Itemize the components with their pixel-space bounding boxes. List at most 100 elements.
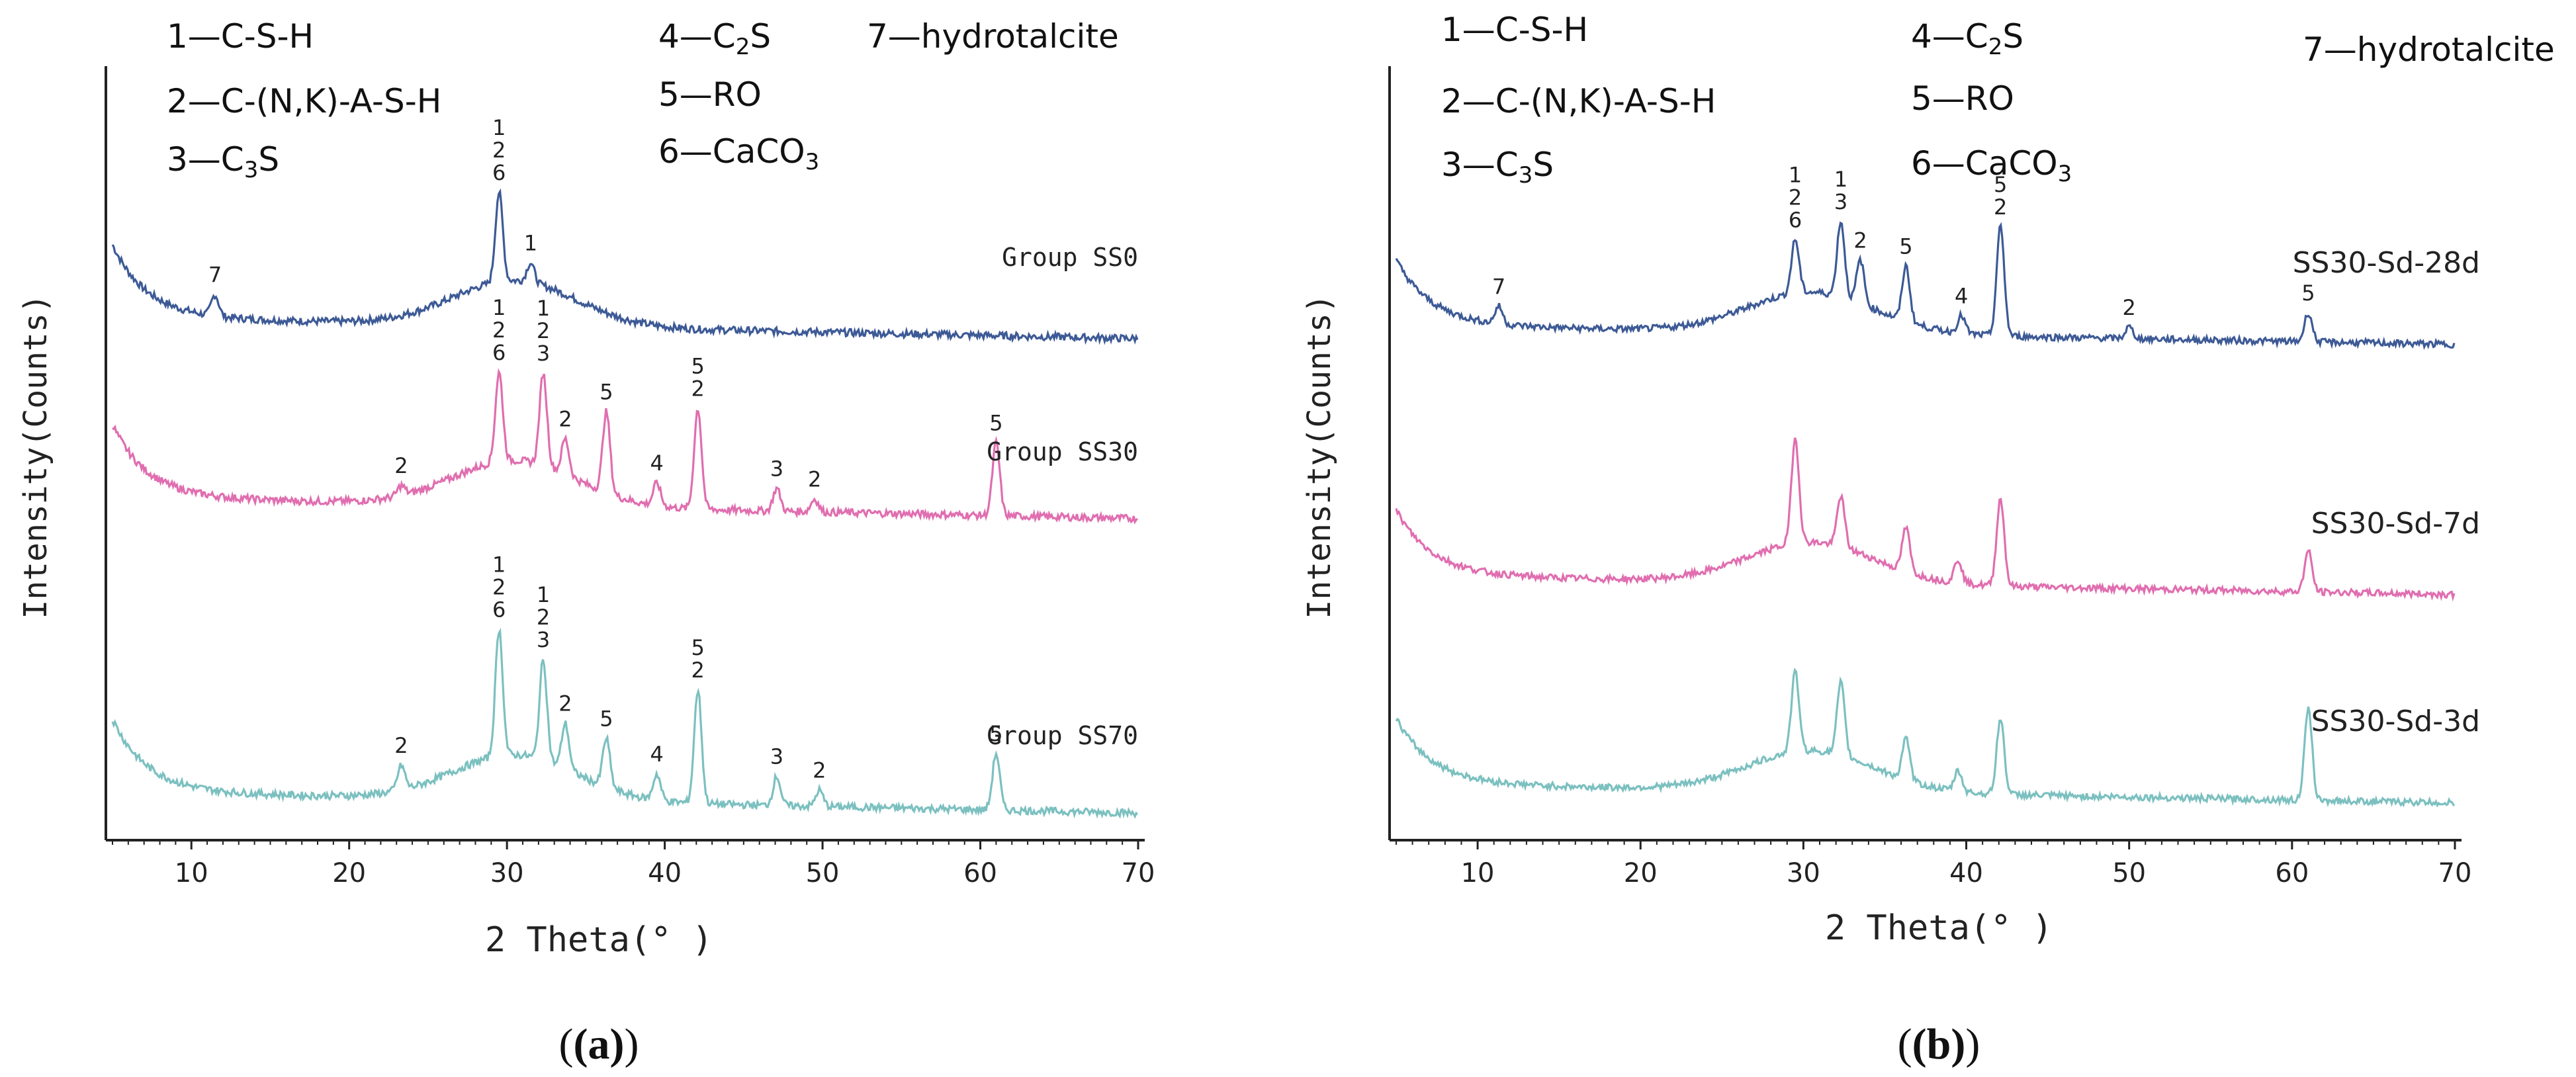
series-label-ss30-sd-3d: SS30-Sd-3d [2311, 705, 2480, 738]
peak-label: 5 [691, 354, 705, 379]
x-tick-label-10: 10 [1461, 858, 1495, 888]
peak-label: 1 [537, 582, 550, 607]
peak-label: 2 [558, 691, 572, 716]
peak-label: 2 [2123, 295, 2136, 320]
peak-label: 5 [1994, 172, 2007, 197]
x-tick-label-70: 70 [2438, 858, 2472, 888]
legend-item-7: 7—hydrotalcite [2303, 30, 2555, 69]
peak-label: 2 [492, 138, 506, 163]
legend-item-2: 2—C-(N,K)-A-S-H [1441, 82, 1716, 120]
peak-label: 1 [524, 230, 537, 255]
x-ticks-a: 10 20 30 40 50 60 70 [112, 840, 1155, 888]
peak-label: 3 [1834, 189, 1847, 214]
peak-label: 5 [600, 706, 613, 731]
legend-item-3: 3—C3S [1441, 146, 1554, 189]
legend-b: 1—C-S-H 2—C-(N,K)-A-S-H 3—C3S 4—C2S 5—RO… [1441, 11, 2555, 189]
peak-label: 7 [208, 263, 222, 288]
series-label-group-ss0: Group SS0 [1002, 243, 1138, 272]
legend-item-6: 6—CaCO3 [658, 132, 819, 175]
legend-a: 1—C-S-H 2—C-(N,K)-A-S-H 3—C3S 4—C2S 5—RO… [167, 17, 1119, 183]
peak-label: 2 [394, 733, 408, 758]
legend-item-5: 5—RO [1911, 79, 2014, 118]
peak-label: 6 [492, 340, 506, 365]
x-tick-label-30: 30 [1787, 858, 1820, 888]
series-line-group-ss0 [111, 188, 1139, 345]
peak-label: 2 [492, 575, 506, 600]
peak-label: 3 [537, 341, 550, 366]
legend-item-4: 4—C2S [1911, 17, 2023, 60]
x-tick-label-50: 50 [806, 858, 840, 888]
peak-label: 2 [691, 658, 705, 683]
series-line-ss30-sd-3d [1395, 668, 2456, 808]
legend-item-7: 7—hydrotalcite [867, 17, 1119, 56]
x-tick-label-60: 60 [963, 858, 997, 888]
panel-label-a: ((a)) [559, 1020, 639, 1068]
legend-item-2: 2—C-(N,K)-A-S-H [167, 82, 441, 120]
series-line-group-ss70 [111, 627, 1139, 819]
y-axis-label-a: Intensity(Counts) [17, 294, 54, 619]
series-names-a: Group SS0 Group SS30 Group SS70 [987, 243, 1138, 750]
peak-label: 4 [1955, 284, 1968, 309]
peak-label: 2 [808, 466, 821, 492]
legend-item-4: 4—C2S [658, 17, 771, 60]
peak-label: 6 [492, 160, 506, 185]
peak-label: 3 [770, 744, 783, 769]
peak-label: 5 [989, 410, 1002, 435]
peak-label: 2 [691, 376, 705, 402]
x-tick-label-20: 20 [1624, 858, 1658, 888]
legend-item-1: 1—C-S-H [1441, 11, 1588, 49]
legend-item-3: 3—C3S [167, 140, 279, 183]
peak-label: 1 [492, 295, 506, 320]
x-tick-label-10: 10 [175, 858, 208, 888]
peak-label: 5 [691, 635, 705, 660]
peak-label: 1 [537, 296, 550, 321]
series-line-group-ss30 [112, 368, 1139, 525]
x-tick-label-40: 40 [648, 858, 682, 888]
peak-label: 2 [1994, 194, 2007, 220]
x-axis-label-a: 2 Theta(° ) [485, 920, 713, 960]
y-axis-label-b: Intensity(Counts) [1301, 294, 1338, 619]
peak-label: 1 [1834, 167, 1847, 192]
peak-label: 2 [813, 758, 826, 783]
peak-label: 3 [537, 627, 550, 652]
peak-label: 2 [537, 318, 550, 343]
peak-label: 1 [492, 115, 506, 140]
series-label-group-ss30: Group SS30 [987, 437, 1138, 466]
peak-label: 2 [394, 453, 408, 478]
x-tick-label-50: 50 [2112, 858, 2146, 888]
peak-label: 2 [537, 605, 550, 630]
x-axis-label-b: 2 Theta(° ) [1825, 908, 2053, 948]
legend-item-5: 5—RO [658, 75, 762, 114]
peak-label: 2 [492, 318, 506, 343]
peak-label: 2 [558, 406, 572, 431]
x-ticks-b: 10 20 30 40 50 60 70 [1396, 840, 2471, 888]
peak-label: 6 [492, 597, 506, 623]
x-tick-label-30: 30 [490, 858, 524, 888]
peak-label: 5 [600, 379, 613, 404]
peak-label: 5 [2301, 280, 2315, 306]
series-line-ss30-sd-7d [1395, 437, 2456, 602]
peak-label: 4 [650, 451, 664, 476]
peak-label: 1 [492, 552, 506, 578]
peak-label: 6 [1789, 207, 1802, 232]
curves-b [1395, 221, 2456, 808]
peak-label: 2 [1789, 185, 1802, 210]
series-line-ss30-sd-28d [1395, 221, 2456, 351]
panel-label-b: ((b)) [1898, 1020, 1980, 1068]
peak-label: 3 [770, 456, 783, 481]
legend-item-1: 1—C-S-H [167, 17, 314, 56]
peak-label: 5 [1899, 234, 1912, 259]
peak-label: 7 [1492, 274, 1505, 299]
peak-label: 4 [650, 742, 664, 767]
series-label-ss30-sd-7d: SS30-Sd-7d [2311, 507, 2480, 540]
peak-label: 5 [989, 721, 1002, 746]
curves-a [111, 188, 1139, 819]
series-label-ss30-sd-28d: SS30-Sd-28d [2293, 246, 2480, 280]
x-tick-label-40: 40 [1949, 858, 1983, 888]
peak-label: 1 [1789, 162, 1802, 187]
x-tick-label-60: 60 [2275, 858, 2309, 888]
